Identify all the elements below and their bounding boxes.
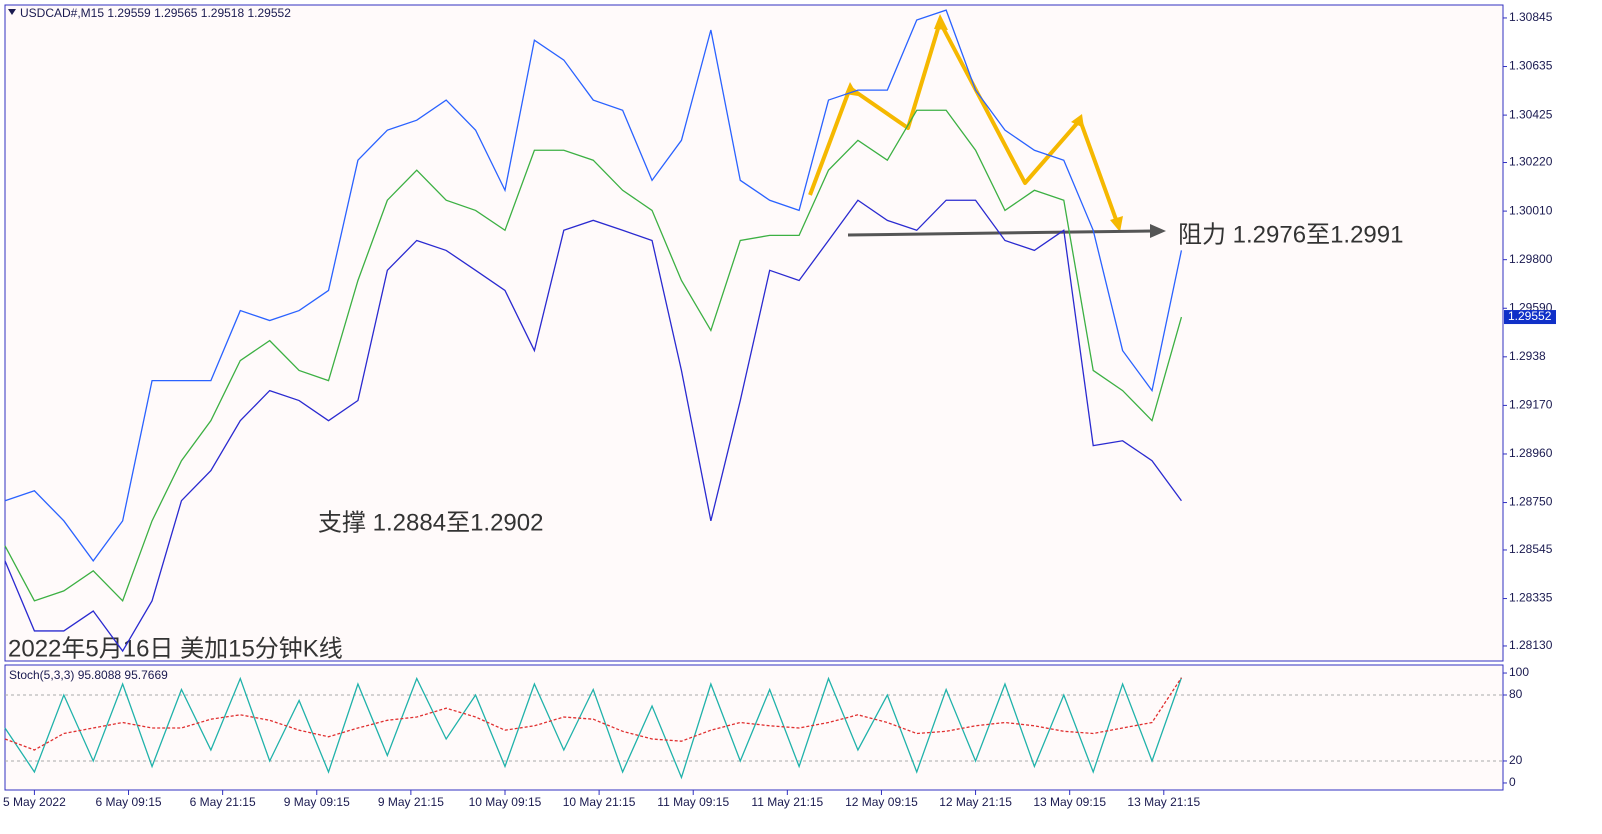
y-tick-label: 1.28750: [1509, 495, 1553, 509]
last-price-label: 1.29552: [1508, 309, 1552, 323]
x-tick-label: 11 May 21:15: [751, 795, 823, 809]
y-tick-label: 1.28335: [1509, 591, 1553, 605]
x-tick-label: 5 May 2022: [3, 795, 66, 809]
indicator-title: Stoch(5,3,3) 95.8088 95.7669: [9, 668, 168, 682]
y-tick-label: 1.30635: [1509, 59, 1553, 73]
last-price-box: [1504, 310, 1556, 325]
y-tick-label: 1.30845: [1509, 10, 1553, 24]
y-tick-label: 0: [1509, 775, 1516, 789]
y-tick-label: 20: [1509, 753, 1523, 767]
y-tick-label: 1.30010: [1509, 203, 1553, 217]
y-tick-label: 1.2938: [1509, 349, 1546, 363]
arrow-head: [845, 82, 858, 96]
series-line: [4, 199, 1182, 653]
x-tick-label: 11 May 09:15: [657, 795, 729, 809]
y-tick-label: 1.29170: [1509, 398, 1553, 412]
y-tick-label: 100: [1509, 665, 1529, 679]
x-tick-label: 12 May 09:15: [845, 795, 918, 809]
menu-triangle: [8, 9, 16, 15]
series-line: [4, 109, 1183, 603]
y-tick-label: 1.29800: [1509, 252, 1553, 266]
arrow-head: [1150, 224, 1166, 238]
arrow-head: [1071, 114, 1084, 128]
x-tick-label: 6 May 09:15: [96, 795, 162, 809]
annotation: 支撑 1.2884至1.2902: [318, 509, 543, 536]
x-tick-label: 6 May 21:15: [190, 795, 256, 809]
x-tick-label: 13 May 21:15: [1127, 795, 1200, 809]
x-tick-label: 9 May 09:15: [284, 795, 350, 809]
y-tick-label: 1.28130: [1509, 638, 1553, 652]
x-tick-label: 9 May 21:15: [378, 795, 444, 809]
annotation: 2022年5月16日 美加15分钟K线: [8, 635, 343, 662]
series-line: [4, 677, 1182, 751]
y-tick-label: 1.28545: [1509, 542, 1553, 556]
x-tick-label: 10 May 21:15: [563, 795, 636, 809]
series-line: [4, 9, 1183, 562]
y-tick-label: 1.30425: [1509, 107, 1553, 121]
arrow-head: [1110, 216, 1123, 232]
x-tick-label: 12 May 21:15: [939, 795, 1012, 809]
y-tick-label: 1.28960: [1509, 446, 1553, 460]
chart-title: USDCAD#,M15 1.29559 1.29565 1.29518 1.29…: [20, 6, 291, 20]
arrow-head: [934, 14, 948, 30]
annotation: 阻力 1.2976至1.2991: [1178, 221, 1403, 248]
series-line: [4, 676, 1183, 780]
x-tick-label: 10 May 09:15: [469, 795, 542, 809]
y-tick-label: 1.30220: [1509, 155, 1553, 169]
y-tick-label: 80: [1509, 687, 1523, 701]
price-panel: [4, 4, 1504, 662]
x-tick-label: 13 May 09:15: [1033, 795, 1106, 809]
